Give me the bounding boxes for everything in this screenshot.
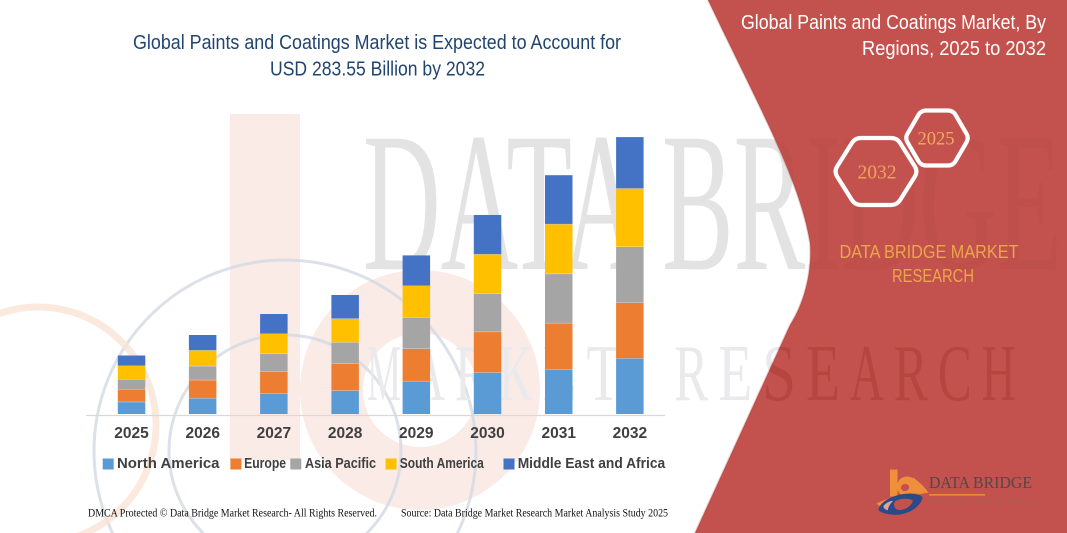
svg-text:Source: Data Bridge Market Res: Source: Data Bridge Market Research Mark… [401, 506, 668, 520]
svg-text:A: A [850, 330, 884, 418]
svg-text:RESEARCH: RESEARCH [892, 266, 974, 286]
svg-text:Europe: Europe [244, 455, 286, 472]
svg-text:South America: South America [400, 455, 485, 472]
svg-text:E: E [718, 330, 752, 418]
svg-text:M: M [367, 330, 401, 418]
svg-text:K: K [499, 330, 533, 418]
svg-text:C: C [938, 330, 972, 418]
svg-text:2025: 2025 [918, 129, 955, 150]
svg-text:North America: North America [117, 455, 220, 472]
svg-text:Global Paints and Coatings Mar: Global Paints and Coatings Market is Exp… [133, 32, 621, 54]
svg-text:2032: 2032 [613, 425, 647, 442]
svg-text:R: R [894, 330, 928, 418]
svg-text:2027: 2027 [257, 425, 291, 442]
svg-text:2028: 2028 [328, 425, 363, 442]
svg-text:Asia Pacific: Asia Pacific [305, 455, 376, 472]
svg-text:USD 283.55 Billion by 2032: USD 283.55 Billion by 2032 [270, 59, 485, 81]
svg-text:DATA BRIDGE MARKET: DATA BRIDGE MARKET [840, 242, 1019, 262]
svg-text:2026: 2026 [185, 425, 220, 442]
svg-text:Regions, 2025 to 2032: Regions, 2025 to 2032 [862, 38, 1046, 60]
svg-text:T: T [587, 330, 621, 418]
svg-text:MARKET RESEARCH: MARKET RESEARCH [930, 497, 1036, 506]
svg-text:2030: 2030 [470, 425, 504, 442]
svg-text:DATA BRIDGE: DATA BRIDGE [929, 473, 1032, 492]
svg-text:2029: 2029 [399, 425, 434, 442]
svg-text:H: H [982, 330, 1016, 418]
svg-text:E: E [806, 330, 840, 418]
svg-text:Global Paints and Coatings Mar: Global Paints and Coatings Market, By [741, 12, 1046, 34]
svg-text:DMCA Protected © Data Bridge M: DMCA Protected © Data Bridge Market Rese… [88, 506, 377, 520]
svg-text:Middle East and Africa: Middle East and Africa [518, 455, 666, 472]
svg-text:R: R [674, 330, 708, 418]
svg-text:2032: 2032 [858, 162, 897, 184]
svg-text:2031: 2031 [541, 425, 576, 442]
svg-text:2025: 2025 [114, 425, 149, 442]
